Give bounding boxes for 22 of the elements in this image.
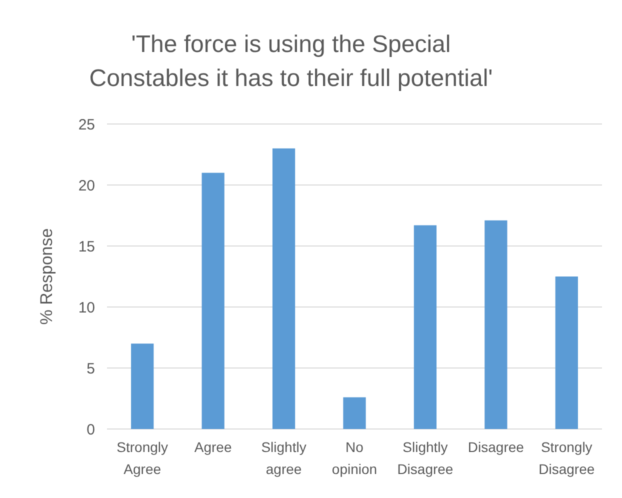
- bar: [555, 276, 578, 429]
- x-tick-label: Strongly Agree: [116, 439, 168, 477]
- x-tick-label: Slightly agree: [261, 439, 306, 477]
- x-tick-label: Agree: [194, 439, 232, 455]
- y-tick-label: 20: [78, 177, 95, 194]
- y-tick-label: 0: [86, 421, 95, 438]
- y-tick-label: 5: [86, 360, 95, 378]
- bar: [414, 225, 437, 429]
- x-tick-label: Disagree: [468, 439, 524, 455]
- y-tick-label: 10: [78, 299, 95, 316]
- x-tick-label: Strongly Disagree: [538, 439, 595, 477]
- bar: [272, 148, 296, 429]
- y-tick-label: 25: [78, 116, 95, 134]
- y-axis-title: % Response: [37, 228, 56, 325]
- bar: [484, 220, 508, 429]
- y-tick-label: 15: [78, 238, 95, 256]
- chart-title: 'The force is using the Special Constables it has to their full potential': [89, 31, 493, 92]
- bar: [131, 344, 154, 429]
- x-tick-label: No opinion: [332, 439, 378, 477]
- bar: [202, 172, 224, 429]
- x-tick-label: Slightly Disagree: [397, 439, 454, 477]
- bar: [343, 397, 366, 429]
